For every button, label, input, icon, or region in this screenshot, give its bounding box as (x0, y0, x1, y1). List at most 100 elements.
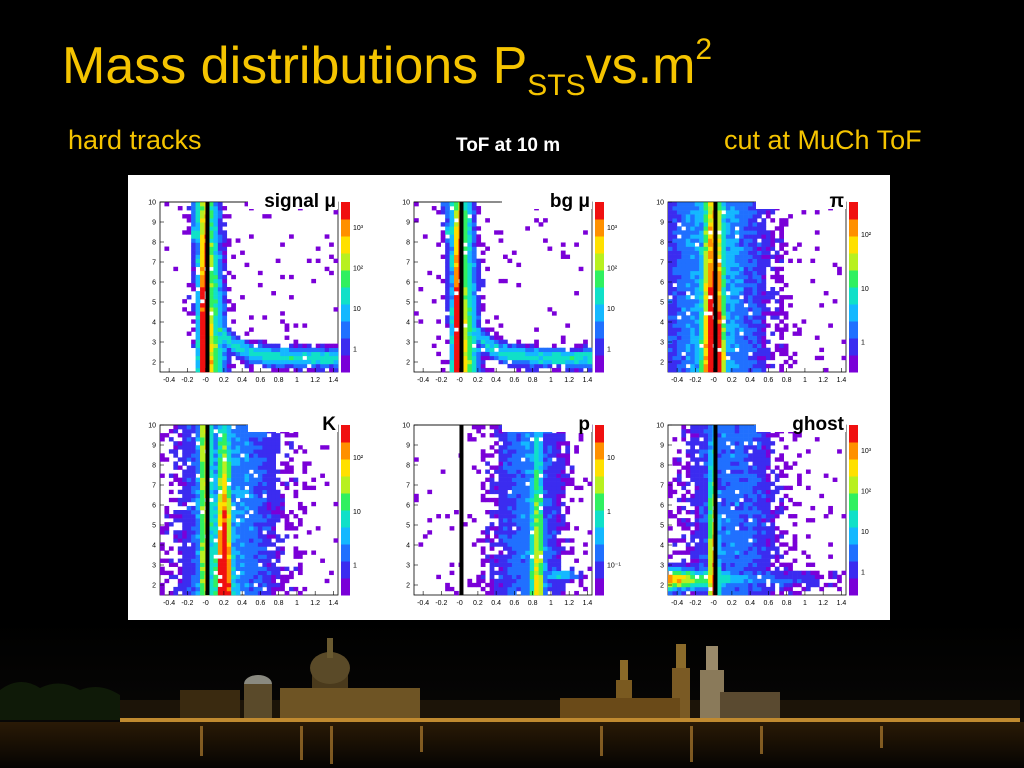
heatmap-cell (168, 473, 174, 478)
heatmap-cell (226, 510, 232, 515)
heatmap-cell (485, 343, 490, 349)
heatmap-cell (739, 242, 744, 247)
heatmap-cell (449, 295, 455, 300)
heatmap-cell (547, 505, 553, 511)
heatmap-cell (489, 574, 495, 580)
heatmap-cell (200, 554, 205, 559)
heatmap-cell (436, 351, 441, 357)
heatmap-cell (685, 578, 691, 584)
heatmap-cell (195, 546, 201, 551)
heatmap-cell (516, 489, 522, 495)
y-tick-label: 5 (660, 300, 664, 307)
heatmap-cell (240, 359, 245, 365)
heatmap-cell (560, 433, 566, 438)
heatmap-cell (534, 457, 539, 462)
heatmap-cell (164, 505, 170, 511)
heatmap-cell (217, 449, 223, 454)
heatmap-cell (253, 437, 259, 442)
heatmap-cell (770, 246, 776, 251)
heatmap-cell (182, 562, 187, 567)
heatmap-cell (213, 250, 219, 255)
heatmap-cell (302, 550, 308, 555)
heatmap-cell (208, 526, 214, 531)
heatmap-cell (551, 526, 557, 531)
heatmap-cell (676, 246, 682, 251)
x-tick-label: 0.6 (256, 600, 266, 607)
heatmap-cell (547, 522, 553, 527)
heatmap-cell (748, 266, 753, 272)
heatmap-cell (244, 518, 250, 523)
heatmap-cell (498, 558, 504, 563)
heatmap-cell (721, 331, 727, 336)
heatmap-cell (320, 445, 325, 450)
heatmap-cell (739, 262, 744, 268)
heatmap-cell (507, 590, 513, 596)
heatmap-cell (703, 465, 709, 470)
heatmap-cell (556, 562, 562, 567)
heatmap-cell (721, 258, 727, 264)
heatmap-cell (699, 534, 704, 539)
heatmap-cell (195, 210, 201, 215)
heatmap-cell (480, 485, 486, 491)
heatmap-cell (315, 367, 321, 373)
heatmap-cell (222, 299, 228, 304)
heatmap-cell (525, 542, 530, 547)
heatmap-cell (672, 367, 678, 373)
heatmap-cell (257, 497, 263, 503)
heatmap-cell (222, 238, 228, 243)
heatmap-cell (226, 351, 232, 357)
heatmap-cell (231, 485, 236, 491)
heatmap-cell (716, 590, 722, 596)
heatmap-cell (770, 355, 776, 361)
heatmap-cell (235, 514, 241, 519)
heatmap-cell (525, 226, 530, 231)
heatmap-cell (226, 441, 232, 446)
heatmap-cell (503, 562, 508, 567)
heatmap-cell (708, 331, 713, 336)
heatmap-cell (716, 449, 722, 454)
heatmap-cell (226, 530, 232, 535)
heatmap-cell (551, 562, 557, 567)
heatmap-cell (191, 258, 196, 264)
heatmap-cell (538, 481, 544, 487)
heatmap-cell (694, 518, 700, 523)
heatmap-cell (275, 518, 281, 523)
heatmap-cell (168, 514, 174, 519)
heatmap-cell (525, 355, 530, 361)
heatmap-cell (249, 445, 254, 450)
heatmap-cell (297, 554, 303, 559)
heatmap-cell (293, 526, 299, 531)
heatmap-cell (262, 315, 268, 320)
heatmap-cell (525, 441, 530, 446)
heatmap-cell (520, 526, 526, 531)
heatmap-cell (226, 457, 232, 462)
heatmap-cell (485, 526, 490, 531)
heatmap-cell (668, 323, 673, 328)
heatmap-cell (511, 481, 517, 487)
heatmap-cell (271, 518, 276, 523)
heatmap-cell (226, 558, 232, 563)
title-superscript: 2 (695, 33, 713, 66)
heatmap-cell (262, 485, 268, 491)
heatmap-cell (770, 230, 776, 235)
heatmap-cell (734, 343, 740, 349)
heatmap-cell (685, 210, 691, 215)
heatmap-cell (529, 453, 535, 458)
heatmap-cell (547, 489, 553, 495)
heatmap-cell (703, 570, 709, 576)
heatmap-cell (556, 542, 562, 547)
heatmap-cell (489, 473, 495, 478)
heatmap-cell (217, 343, 223, 349)
heatmap-cell (668, 485, 673, 491)
heatmap-cell (208, 299, 214, 304)
heatmap-cell (480, 578, 486, 584)
heatmap-cell (734, 250, 740, 255)
heatmap-cell (507, 578, 513, 584)
heatmap-cell (498, 445, 504, 450)
heatmap-cell (213, 355, 219, 361)
heatmap-cell (556, 453, 562, 458)
heatmap-cell (543, 582, 548, 588)
heatmap-cell (275, 514, 281, 519)
heatmap-cell (467, 351, 473, 357)
heatmap-cell (551, 311, 557, 316)
